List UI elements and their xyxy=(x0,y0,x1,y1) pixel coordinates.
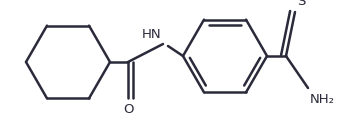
Text: S: S xyxy=(297,0,306,8)
Text: NH₂: NH₂ xyxy=(310,93,335,106)
Text: HN: HN xyxy=(142,28,161,41)
Text: O: O xyxy=(123,103,133,116)
